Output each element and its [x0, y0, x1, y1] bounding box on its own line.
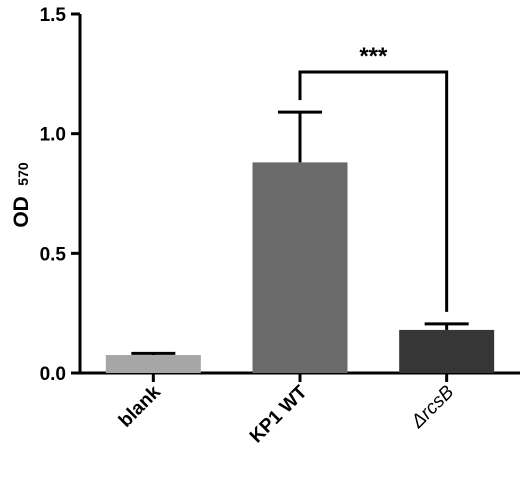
- svg-text:OD 570: OD 570: [10, 162, 33, 228]
- significance-label: ***: [359, 43, 388, 70]
- error-bars: [131, 110, 469, 356]
- significance-annotation: ***: [298, 43, 449, 312]
- significance-bracket: [298, 70, 449, 312]
- y-tick-label: 0.5: [40, 244, 67, 265]
- bar: [399, 329, 495, 373]
- x-tick-label: ΔrcsB: [407, 381, 459, 433]
- bar: [105, 355, 201, 373]
- y-tick-label: 0.0: [40, 364, 66, 385]
- y-axis-label-text: OD: [10, 196, 33, 228]
- x-tick-label-group: ΔrcsB: [407, 381, 459, 433]
- x-tick-label-group: KP1 WT: [246, 381, 312, 447]
- bars: [105, 162, 495, 373]
- y-axis-label: OD 570: [10, 162, 33, 228]
- y-tick-label: 1.5: [40, 5, 67, 26]
- y-tick-label: 1.0: [40, 125, 66, 146]
- x-tick-label: blank: [115, 381, 165, 431]
- bar: [252, 162, 348, 373]
- x-tick-label-group: blank: [115, 381, 165, 431]
- y-axis-label-subscript: 570: [15, 162, 31, 186]
- x-tick-label: KP1 WT: [246, 381, 312, 447]
